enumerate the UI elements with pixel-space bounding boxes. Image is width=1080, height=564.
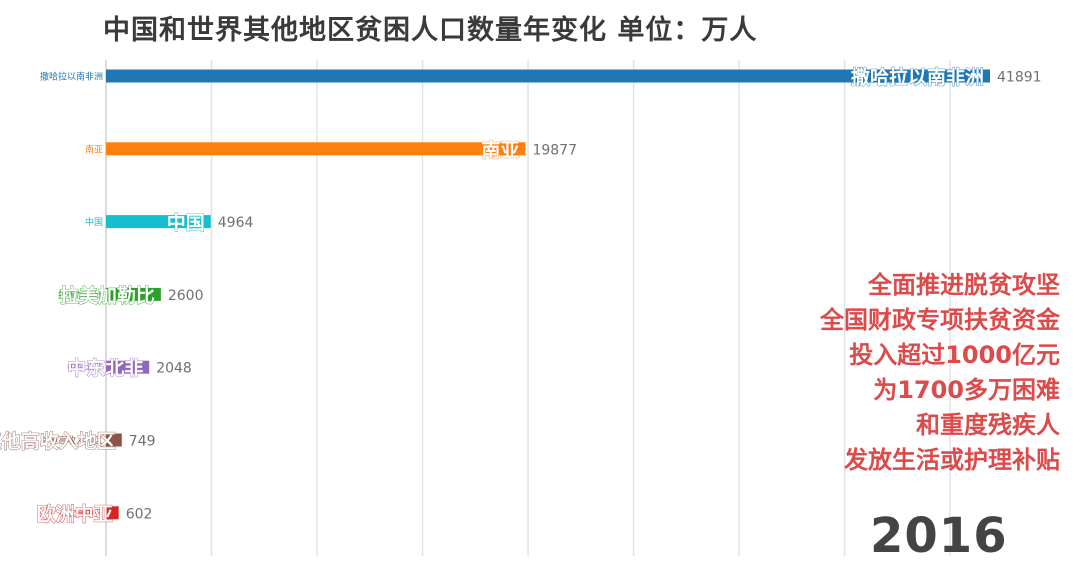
annotation-line: 全面推进脱贫攻坚 <box>868 271 1060 299</box>
chart-title: 中国和世界其他地区贫困人口数量年变化 单位：万人 <box>103 15 758 46</box>
bar <box>106 69 990 83</box>
bar <box>106 506 119 520</box>
category-tick-label: 南亚 <box>85 143 103 155</box>
annotation-line: 全国财政专项扶贫资金 <box>820 306 1060 334</box>
annotation-line: 为1700多万困难 <box>873 376 1060 404</box>
bar-category-label: 拉美加勒比 <box>60 284 155 307</box>
bar <box>106 215 211 229</box>
bar-category-label: 中东北非 <box>67 357 143 380</box>
category-tick-label: 拉美加勒比 <box>58 289 103 301</box>
bar-category-label: 南亚 <box>481 139 519 161</box>
annotation-text: 全面推进脱贫攻坚 全国财政专项扶贫资金 投入超过1000亿元 为1700多万困难… <box>770 268 1060 478</box>
bar-category-label: 撒哈拉以南非洲 <box>851 66 984 89</box>
year-label: 2016 <box>870 508 1008 564</box>
bar-category-label: 欧洲中亚 <box>37 502 113 525</box>
bar <box>106 287 161 301</box>
bar-value-label: 602 <box>126 506 153 522</box>
bar <box>106 360 150 374</box>
bar-value-label: 19877 <box>532 142 577 158</box>
category-tick-label: 中东北非 <box>67 362 103 374</box>
category-tick-label: 撒哈拉以南非洲 <box>40 71 103 83</box>
category-tick-label: 欧洲中亚 <box>67 507 103 519</box>
category-tick-label: 中国 <box>85 216 103 228</box>
bar-category-label: 其他高收入地区 <box>0 430 116 453</box>
bar-value-label: 4964 <box>218 215 254 231</box>
bar-category-label: 中国 <box>167 211 205 234</box>
annotation-line: 和重度残疾人 <box>916 411 1060 439</box>
bar-value-label: 2600 <box>168 288 204 304</box>
annotation-line: 投入超过1000亿元 <box>849 341 1060 369</box>
bar-value-label: 749 <box>129 434 156 450</box>
bar <box>106 433 122 447</box>
bar-value-label: 2048 <box>156 361 192 377</box>
bar <box>106 142 526 156</box>
annotation-line: 发放生活或护理补贴 <box>844 446 1060 474</box>
bar-value-label: 41891 <box>997 70 1042 86</box>
category-tick-label: 其他高收入地区 <box>40 435 103 447</box>
